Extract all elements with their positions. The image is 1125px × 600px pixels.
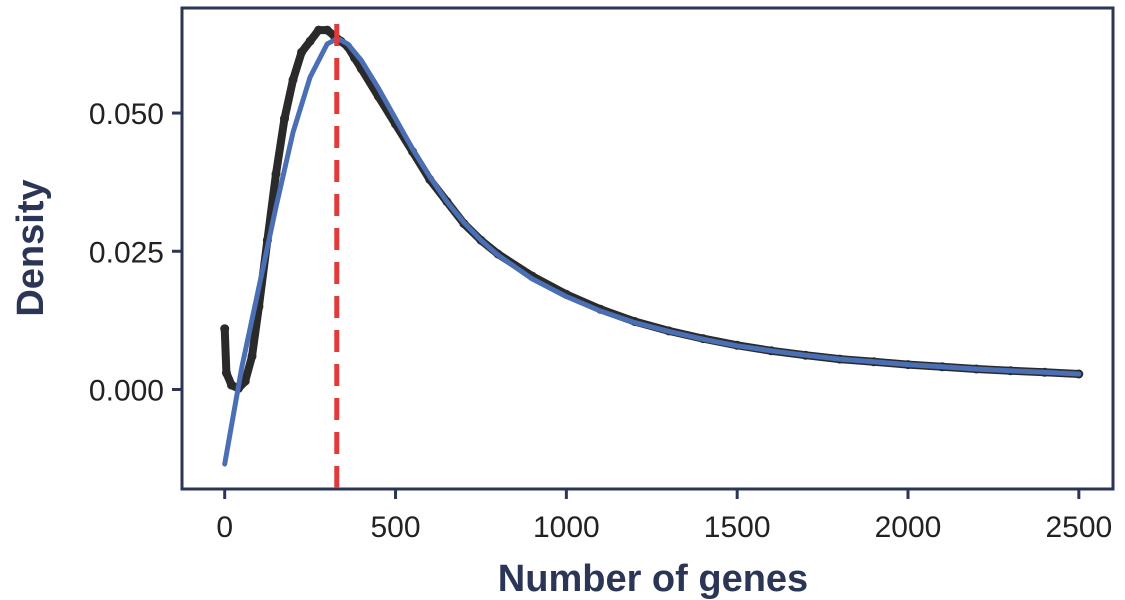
x-tick-label: 1000 [533,511,600,544]
x-tick-label: 500 [371,511,421,544]
x-tick-label: 1500 [704,511,771,544]
fitted-curve [222,35,1082,467]
y-tick-label: 0.025 [89,236,164,269]
x-tick-label: 2500 [1045,511,1112,544]
x-axis-title: Number of genes [498,558,808,600]
plot-panel [180,6,1115,491]
x-tick-label: 2000 [875,511,942,544]
y-tick-label: 0.000 [89,374,164,407]
y-axis-ticks: 0.000 0.025 0.050 [89,98,182,407]
x-tick-label: 0 [216,511,233,544]
y-axis-title: Density [10,179,52,316]
y-tick-label: 0.050 [89,98,164,131]
x-axis-ticks: 0 500 1000 1500 2000 2500 [216,489,1112,544]
